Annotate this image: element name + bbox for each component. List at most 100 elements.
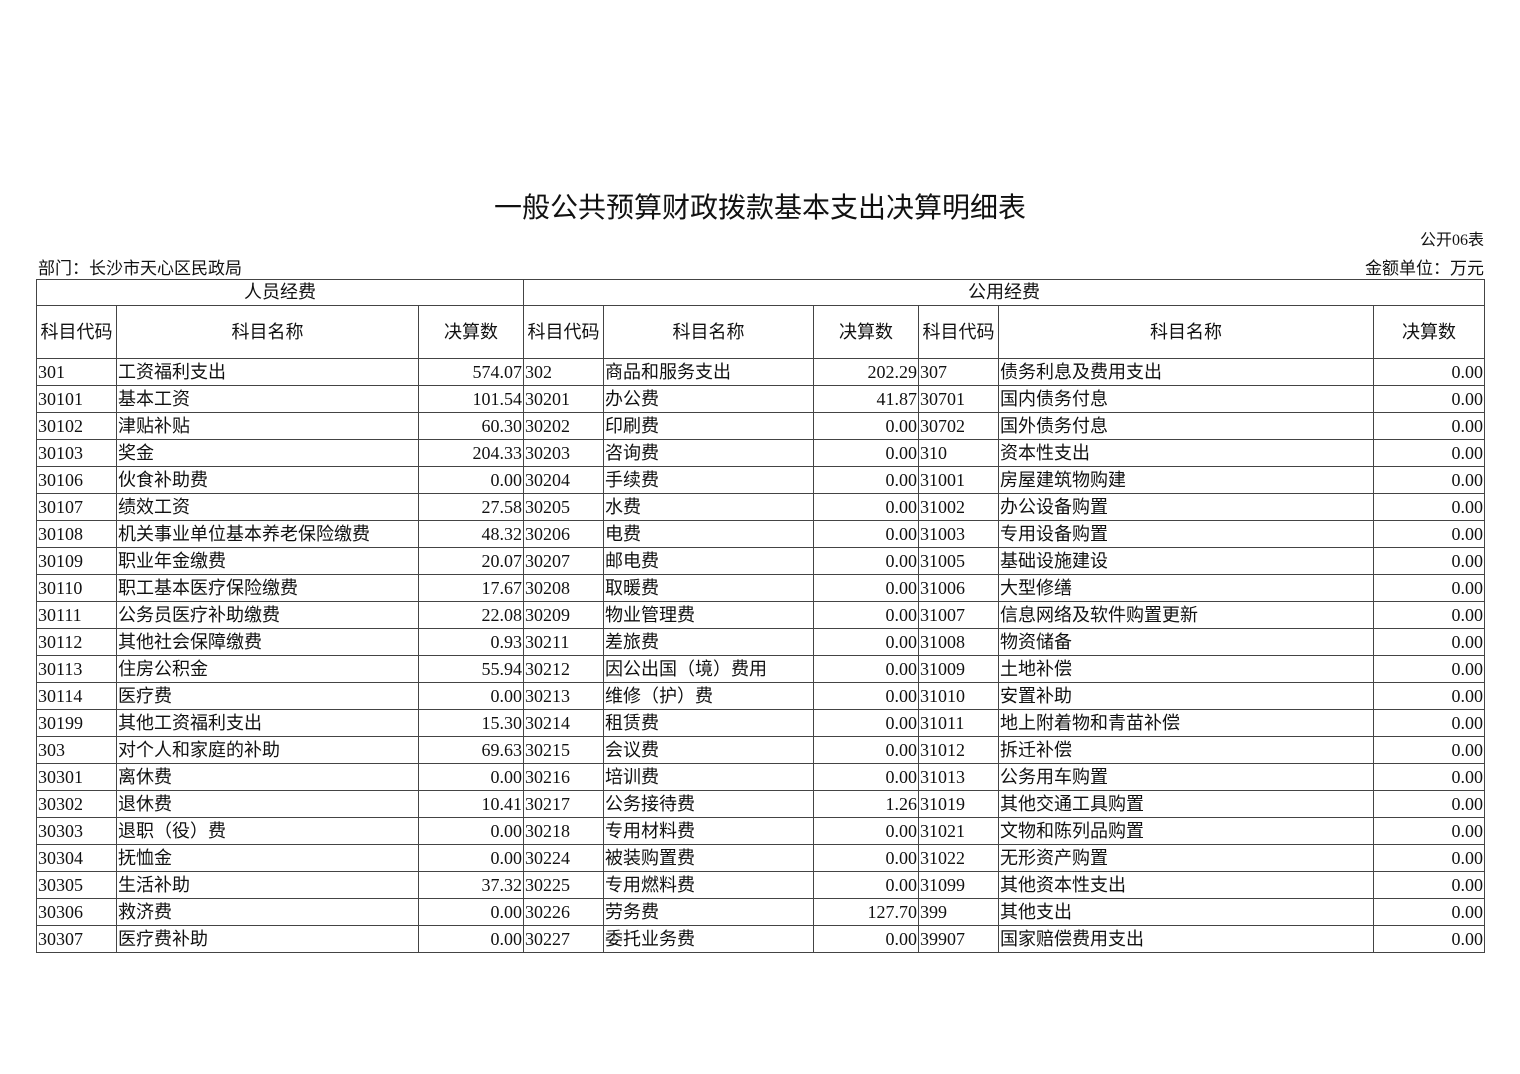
cell-code: 30226: [523, 898, 604, 926]
cell-amount: 0.00: [1373, 574, 1485, 602]
table-row: 30114 医疗费 0.00 30213 维修（护）费 0.00 31010 安置补助 0.00: [36, 682, 1485, 710]
cell-name: 对个人和家庭的补助: [116, 736, 419, 764]
cell-code: 31002: [918, 493, 999, 521]
cell-amount: 41.87: [813, 385, 919, 413]
cell-name: 救济费: [116, 898, 419, 926]
cell-name: 物资储备: [998, 628, 1374, 656]
cell-code: 30307: [36, 925, 117, 953]
cell-name: 公务接待费: [603, 790, 814, 818]
cell-amount: 0.00: [813, 628, 919, 656]
cell-amount: 0.00: [418, 817, 524, 845]
cell-amount: 0.00: [813, 439, 919, 467]
table-row: 30110 职工基本医疗保险缴费 17.67 30208 取暖费 0.00 31006 大型修…: [36, 574, 1485, 602]
table-row: 30103 奖金 204.33 30203 咨询费 0.00 310 资本性支出 0.00: [36, 439, 1485, 467]
cell-name: 办公费: [603, 385, 814, 413]
cell-code: 30213: [523, 682, 604, 710]
cell-amount: 0.00: [1373, 466, 1485, 494]
column-header: 科目代码: [523, 305, 604, 359]
cell-name: 电费: [603, 520, 814, 548]
cell-amount: 0.00: [1373, 493, 1485, 521]
cell-code: 31022: [918, 844, 999, 872]
cell-amount: 0.00: [813, 547, 919, 575]
cell-code: 30107: [36, 493, 117, 521]
cell-name: 拆迁补偿: [998, 736, 1374, 764]
column-header: 科目代码: [918, 305, 999, 359]
cell-code: 31012: [918, 736, 999, 764]
cell-amount: 10.41: [418, 790, 524, 818]
cell-code: 30108: [36, 520, 117, 548]
cell-name: 生活补助: [116, 871, 419, 899]
cell-code: 30106: [36, 466, 117, 494]
cell-code: 30101: [36, 385, 117, 413]
cell-name: 抚恤金: [116, 844, 419, 872]
cell-name: 债务利息及费用支出: [998, 358, 1374, 386]
cell-amount: 69.63: [418, 736, 524, 764]
table-row: 30107 绩效工资 27.58 30205 水费 0.00 31002 办公设备购置 0.00: [36, 493, 1485, 521]
cell-code: 30306: [36, 898, 117, 926]
cell-name: 奖金: [116, 439, 419, 467]
cell-code: 30218: [523, 817, 604, 845]
cell-name: 专用材料费: [603, 817, 814, 845]
cell-amount: 0.00: [813, 709, 919, 737]
cell-code: 30302: [36, 790, 117, 818]
group-public: 公用经费: [523, 279, 1485, 306]
cell-name: 专用燃料费: [603, 871, 814, 899]
cell-code: 31010: [918, 682, 999, 710]
cell-amount: 0.00: [1373, 358, 1485, 386]
cell-name: 地上附着物和青苗补偿: [998, 709, 1374, 737]
group-personnel: 人员经费: [36, 279, 524, 306]
cell-name: 医疗费: [116, 682, 419, 710]
cell-amount: 0.00: [813, 655, 919, 683]
cell-amount: 0.00: [813, 925, 919, 953]
cell-name: 基本工资: [116, 385, 419, 413]
cell-code: 30216: [523, 763, 604, 791]
cell-name: 其他工资福利支出: [116, 709, 419, 737]
cell-name: 印刷费: [603, 412, 814, 440]
cell-amount: 0.00: [1373, 790, 1485, 818]
cell-name: 委托业务费: [603, 925, 814, 953]
cell-amount: 0.00: [813, 736, 919, 764]
cell-amount: 0.00: [418, 763, 524, 791]
cell-name: 离休费: [116, 763, 419, 791]
cell-amount: 0.00: [418, 844, 524, 872]
cell-code: 30206: [523, 520, 604, 548]
cell-code: 30114: [36, 682, 117, 710]
column-header-row: 科目代码 科目名称 决算数 科目代码 科目名称 决算数 科目代码 科目名称 决算数: [36, 305, 1485, 359]
cell-code: 30217: [523, 790, 604, 818]
cell-name: 被装购置费: [603, 844, 814, 872]
cell-amount: 0.00: [1373, 412, 1485, 440]
cell-amount: 0.00: [1373, 763, 1485, 791]
cell-name: 大型修缮: [998, 574, 1374, 602]
cell-code: 30225: [523, 871, 604, 899]
cell-code: 30215: [523, 736, 604, 764]
cell-name: 退休费: [116, 790, 419, 818]
cell-amount: 0.00: [418, 466, 524, 494]
cell-name: 其他社会保障缴费: [116, 628, 419, 656]
cell-amount: 0.00: [418, 682, 524, 710]
cell-amount: 0.00: [418, 925, 524, 953]
cell-name: 专用设备购置: [998, 520, 1374, 548]
column-header: 科目名称: [998, 305, 1374, 359]
cell-name: 物业管理费: [603, 601, 814, 629]
cell-amount: 0.00: [1373, 898, 1485, 926]
cell-amount: 0.00: [1373, 709, 1485, 737]
cell-code: 31008: [918, 628, 999, 656]
cell-amount: 15.30: [418, 709, 524, 737]
cell-name: 其他资本性支出: [998, 871, 1374, 899]
cell-code: 39907: [918, 925, 999, 953]
cell-code: 30209: [523, 601, 604, 629]
cell-name: 医疗费补助: [116, 925, 419, 953]
table-row: 30108 机关事业单位基本养老保险缴费 48.32 30206 电费 0.00 31003…: [36, 520, 1485, 548]
table-row: 30106 伙食补助费 0.00 30204 手续费 0.00 31001 房屋建筑物购建 0.…: [36, 466, 1485, 494]
cell-name: 国内债务付息: [998, 385, 1374, 413]
department-label: 部门：长沙市天心区民政局: [38, 259, 242, 278]
cell-name: 取暖费: [603, 574, 814, 602]
cell-code: 30201: [523, 385, 604, 413]
column-header: 科目名称: [116, 305, 419, 359]
cell-amount: 202.29: [813, 358, 919, 386]
cell-code: 30102: [36, 412, 117, 440]
cell-code: 30202: [523, 412, 604, 440]
table-row: 30305 生活补助 37.32 30225 专用燃料费 0.00 31099 其他资本性支出…: [36, 871, 1485, 899]
cell-code: 30303: [36, 817, 117, 845]
cell-code: 31006: [918, 574, 999, 602]
